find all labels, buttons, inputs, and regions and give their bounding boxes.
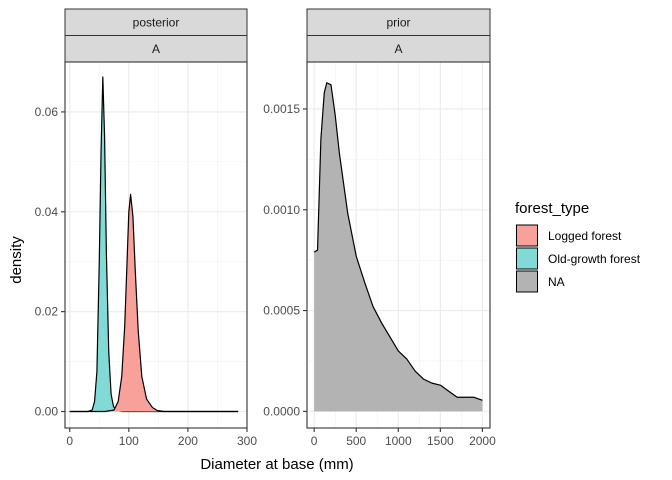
y-tick-label: 0.0000 [263,404,300,418]
y-tick-label: 0.0010 [263,203,300,217]
y-tick-label: 0.0005 [263,304,300,318]
y-tick-label: 0.06 [35,105,59,119]
strip-top-box [64,8,248,36]
x-tick-label: 200 [178,434,198,448]
density-line-logged-forest [69,193,239,413]
panel-border [64,61,248,429]
y-tick-label: 0.04 [35,205,59,219]
strip-top-label: posterior [133,16,180,30]
x-tick-label: 0 [66,434,73,448]
x-tick-label: 1000 [385,434,412,448]
legend-key [516,224,538,247]
facet-panel-1: posterior A 0 100 200 300 0.00 0.02 0.04 0.06 [35,8,257,448]
strip-bottom-box [64,35,248,63]
x-tick-label: 0 [311,434,318,448]
legend: forest_type Logged forest Old-growth fore… [515,200,641,293]
strip-top-label: prior [386,16,410,30]
density-area-na [314,82,483,412]
x-tick-label: 500 [346,434,366,448]
legend-entries: Logged forest Old-growth forest NA [516,224,641,293]
legend-label: Logged forest [548,229,622,243]
legend-entry: NA [516,270,565,293]
legend-key [516,270,538,293]
strip-top-box [306,8,491,36]
strip-bottom-label: A [394,42,402,56]
legend-title: forest_type [515,200,589,217]
x-tick-label: 300 [237,434,257,448]
legend-entry: Old-growth forest [516,247,641,270]
legend-key [516,247,538,270]
y-tick-label: 0.02 [35,305,59,319]
x-tick-label: 1500 [427,434,454,448]
x-tick-label: 100 [119,434,139,448]
y-tick-label: 0.00 [35,405,59,419]
strip-bottom-box [306,35,491,63]
y-axis-title: density [8,236,25,284]
panel-background [65,62,247,428]
legend-label: Old-growth forest [548,252,641,266]
legend-label: NA [548,275,565,289]
x-axis-title: Diameter at base (mm) [200,456,353,473]
strip-bottom-label: A [152,42,160,56]
legend-entry: Logged forest [516,224,622,247]
facet-panel-2: prior A 0 500 1000 1500 2000 0.0000 0.0005 0.0010… [263,8,496,448]
density-line-na [313,82,483,401]
y-tick-label: 0.0015 [263,102,300,116]
density-area-old-growth-forest [69,76,239,412]
x-tick-label: 2000 [469,434,496,448]
panels-layer: posterior A 0 100 200 300 0.00 0.02 0.04 0.06 prio… [35,8,496,448]
